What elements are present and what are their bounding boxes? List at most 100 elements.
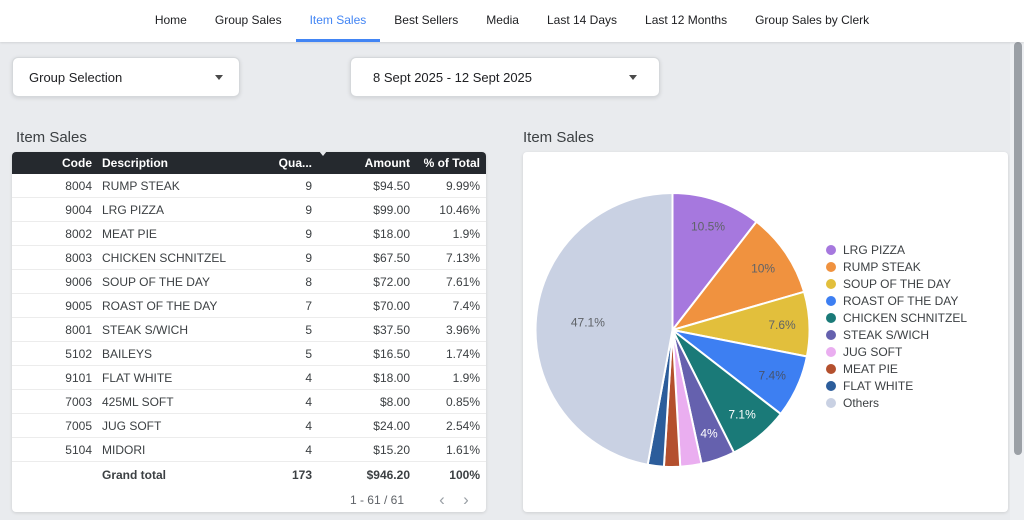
column-header-code[interactable]: Code	[62, 156, 92, 170]
scrollbar-thumb[interactable]	[1014, 42, 1022, 455]
pagination-range-label: 1 - 61 / 61	[349, 493, 404, 507]
scrollbar-track[interactable]	[1010, 42, 1024, 520]
nav-tab-media[interactable]: Media	[472, 0, 533, 42]
nav-tab-label: Best Sellers	[394, 12, 459, 27]
legend-item-label: JUG SOFT	[843, 344, 903, 359]
cell-code: 5104	[65, 442, 92, 457]
cell-amount: $94.50	[373, 178, 410, 193]
table-row: 9004 LRG PIZZA 9 $99.00 10.46%	[12, 198, 486, 222]
nav-tab-label: Group Sales	[214, 12, 282, 27]
cell-description: ROAST OF THE DAY	[102, 298, 218, 313]
cell-percent: 1.9%	[452, 370, 480, 385]
nav-tab-label: Last 14 Days	[546, 12, 618, 27]
sort-desc-icon[interactable]	[319, 152, 327, 170]
cell-amount: $16.50	[373, 346, 410, 361]
legend-color-dot	[826, 261, 836, 272]
legend-item-label: ROAST OF THE DAY	[843, 293, 959, 308]
cell-percent: 2.54%	[445, 418, 480, 433]
cell-amount: $70.00	[373, 298, 410, 313]
table-row: 5104 MIDORI 4 $15.20 1.61%	[12, 438, 486, 462]
nav-tab-label: Item Sales	[309, 12, 367, 27]
pagination-next-button[interactable]: ›	[454, 488, 478, 512]
group-selection-dropdown[interactable]: Group Selection	[12, 57, 240, 97]
legend-item[interactable]: STEAK S/WICH	[826, 326, 967, 343]
legend-item-label: FLAT WHITE	[843, 378, 914, 393]
nav-tab-group-sales-by-clerk[interactable]: Group Sales by Clerk	[741, 0, 883, 42]
table-row: 8001 STEAK S/WICH 5 $37.50 3.96%	[12, 318, 486, 342]
legend-item[interactable]: SOUP OF THE DAY	[826, 275, 967, 292]
cell-code: 5102	[65, 346, 92, 361]
legend-item[interactable]: ROAST OF THE DAY	[826, 292, 967, 309]
cell-amount: $67.50	[373, 250, 410, 265]
legend-item[interactable]: JUG SOFT	[826, 343, 967, 360]
pie-slice-label: 7.6%	[768, 318, 796, 332]
legend-item-label: STEAK S/WICH	[843, 327, 930, 342]
grand-total-percent: 100%	[449, 468, 480, 482]
cell-quantity: 5	[305, 346, 312, 361]
legend-item[interactable]: CHICKEN SCHNITZEL	[826, 309, 967, 326]
cell-quantity: 4	[305, 442, 312, 457]
column-header-description[interactable]: Description	[102, 156, 169, 170]
cell-description: BAILEYS	[102, 346, 153, 361]
legend-item-label: RUMP STEAK	[843, 259, 921, 274]
nav-tab-last-12-months[interactable]: Last 12 Months	[631, 0, 741, 42]
cell-percent: 0.85%	[445, 394, 480, 409]
legend-item[interactable]: FLAT WHITE	[826, 377, 967, 394]
cell-percent: 1.74%	[445, 346, 480, 361]
cell-quantity: 9	[305, 250, 312, 265]
legend-color-dot	[826, 295, 836, 306]
nav-tab-home[interactable]: Home	[141, 0, 201, 42]
table-row: 5102 BAILEYS 5 $16.50 1.74%	[12, 342, 486, 366]
pie-slice-rump-steak[interactable]	[671, 220, 806, 331]
cell-code: 8003	[65, 250, 92, 265]
table-body: 8004 RUMP STEAK 9 $94.50 9.99% 9004 LRG …	[12, 174, 486, 462]
cell-code: 9005	[65, 298, 92, 313]
pie-slice-label: 7.4%	[759, 368, 787, 382]
table-row: 9006 SOUP OF THE DAY 8 $72.00 7.61%	[12, 270, 486, 294]
cell-amount: $72.00	[373, 274, 410, 289]
column-header-pct-of-total[interactable]: % of Total	[423, 156, 480, 170]
date-range-dropdown[interactable]: 8 Sept 2025 - 12 Sept 2025	[350, 57, 660, 97]
legend-item[interactable]: RUMP STEAK	[826, 258, 967, 275]
cell-description: MEAT PIE	[102, 226, 157, 241]
cell-quantity: 9	[305, 202, 312, 217]
legend-color-dot	[826, 363, 836, 374]
pie-slice-lrg-pizza[interactable]	[671, 192, 758, 331]
legend-item[interactable]: MEAT PIE	[826, 360, 967, 377]
legend-item-label: MEAT PIE	[843, 361, 898, 376]
cell-percent: 1.9%	[452, 226, 480, 241]
nav-tab-group-sales[interactable]: Group Sales	[201, 0, 296, 42]
legend-item[interactable]: LRG PIZZA	[826, 241, 967, 258]
nav-tab-item-sales[interactable]: Item Sales	[295, 0, 381, 42]
legend-color-dot	[826, 312, 836, 323]
date-range-label: 8 Sept 2025 - 12 Sept 2025	[373, 69, 533, 85]
nav-tab-label: Last 12 Months	[645, 12, 728, 27]
legend-item[interactable]: Others	[826, 394, 967, 411]
top-nav-bar: Home Group Sales Item Sales Best Sellers Med…	[0, 0, 1024, 42]
grand-total-quantity: 173	[291, 468, 312, 482]
grand-total-row: Grand total 173 $946.20 100%	[12, 462, 486, 488]
cell-percent: 7.4%	[452, 298, 480, 313]
cell-amount: $8.00	[379, 394, 410, 409]
cell-code: 9006	[65, 274, 92, 289]
cell-amount: $18.00	[373, 370, 410, 385]
legend-color-dot	[826, 278, 836, 289]
cell-percent: 9.99%	[445, 178, 480, 193]
nav-tab-best-sellers[interactable]: Best Sellers	[380, 0, 472, 42]
cell-percent: 7.13%	[445, 250, 480, 265]
pie-chart[interactable]: 10.5% 10% 7.6% 7.4% 7.1% 4% 47.1%	[523, 152, 1008, 512]
cell-code: 7003	[65, 394, 92, 409]
cell-code: 8002	[65, 226, 92, 241]
pagination-prev-button[interactable]: ‹	[430, 488, 454, 512]
legend-item-label: SOUP OF THE DAY	[843, 276, 952, 291]
nav-tab-last-14-days[interactable]: Last 14 Days	[533, 0, 631, 42]
pie-slice-others[interactable]	[534, 192, 674, 466]
table-header-row: Code Description Qua... Amount % of Tota…	[12, 152, 486, 174]
cell-amount: $99.00	[373, 202, 410, 217]
pie-slice-label: 4%	[700, 426, 718, 440]
column-header-quantity[interactable]: Qua...	[278, 156, 312, 170]
legend-color-dot	[826, 346, 836, 357]
column-header-amount[interactable]: Amount	[364, 156, 410, 170]
group-selection-label: Group Selection	[29, 69, 123, 85]
cell-quantity: 4	[305, 418, 312, 433]
